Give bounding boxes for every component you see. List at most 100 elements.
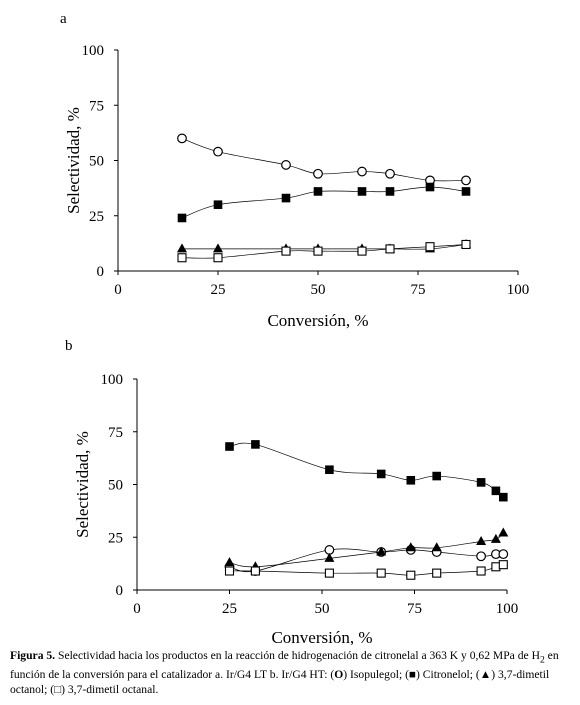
data-point-citronelol — [432, 471, 441, 481]
data-point-citronelol — [251, 440, 260, 449]
x-tick-label: 50 — [311, 282, 326, 298]
data-point-3-7-dimetil-octanal — [406, 570, 416, 580]
caption-text-octanal: ) 3,7-dimetil octanal. — [61, 683, 159, 697]
series-line-3-7-dimetil-octanal — [229, 564, 504, 576]
x-tick-label: 50 — [315, 601, 330, 617]
x-axis-label: Conversión, % — [267, 311, 368, 330]
data-point-citronelol — [177, 213, 187, 223]
y-tick-label: 75 — [108, 425, 123, 441]
x-axis-label: Conversión, % — [271, 628, 372, 645]
data-point-3-7-dimetil-octanal — [177, 253, 187, 263]
data-point-3-7-dimetil-octanal — [432, 568, 442, 578]
data-point-citronelol — [491, 486, 501, 496]
data-point-3-7-dimetil-octanal — [213, 253, 223, 263]
x-tick-label: 0 — [114, 282, 122, 298]
caption-text-citronelol: ) Citronelol; ( — [416, 668, 480, 682]
data-point-citronelol — [499, 492, 508, 502]
x-tick-label: 75 — [407, 601, 422, 617]
data-point-isopulegol — [177, 133, 187, 144]
figure-caption: Figura 5. Selectividad hacia los product… — [10, 648, 575, 697]
caption-open-square-symbol: □ — [54, 683, 62, 697]
y-tick-label: 25 — [108, 530, 123, 546]
data-point-3-7-dimetil-octanol — [431, 542, 442, 552]
caption-subscript: 2 — [539, 654, 545, 666]
data-point-citronelol — [357, 187, 367, 196]
data-point-3-7-dimetil-octanol — [213, 243, 223, 253]
data-point-3-7-dimetil-octanol — [177, 243, 187, 253]
data-point-citronelol — [325, 465, 334, 475]
data-point-3-7-dimetil-octanol — [376, 546, 387, 556]
data-point-isopulegol — [313, 168, 323, 179]
data-point-isopulegol — [357, 166, 367, 177]
panel-label: a — [60, 11, 67, 27]
data-point-citronelol — [225, 442, 234, 451]
data-point-3-7-dimetil-octanol — [324, 552, 335, 562]
y-tick-label: 75 — [89, 98, 104, 114]
data-point-3-7-dimetil-octanal — [313, 246, 323, 256]
data-point-3-7-dimetil-octanal — [491, 562, 501, 572]
data-point-isopulegol — [498, 549, 509, 560]
data-point-isopulegol — [281, 160, 291, 170]
series-line-3-7-dimetil-octanol — [229, 532, 504, 568]
y-tick-label: 100 — [101, 372, 124, 388]
data-point-3-7-dimetil-octanal — [425, 242, 435, 252]
x-tick-label: 25 — [222, 601, 237, 617]
data-point-3-7-dimetil-octanal — [224, 566, 235, 576]
x-tick-label: 100 — [507, 282, 530, 298]
data-point-isopulegol — [461, 175, 471, 186]
series-line-isopulegol — [229, 548, 504, 573]
data-point-3-7-dimetil-octanal — [476, 566, 486, 576]
caption-circle-symbol: O — [334, 668, 344, 682]
data-point-3-7-dimetil-octanol — [405, 542, 416, 552]
caption-triangle-symbol: ▲ — [479, 668, 492, 682]
data-point-3-7-dimetil-octanal — [281, 246, 291, 256]
y-tick-label: 0 — [97, 264, 105, 280]
data-point-3-7-dimetil-octanol — [498, 527, 509, 537]
data-point-3-7-dimetil-octanal — [324, 568, 334, 578]
x-tick-label: 25 — [211, 282, 226, 298]
figure: a 0 25 50 75 100 0 25 50 75 100 Conversión, % Select… — [60, 11, 529, 645]
data-point-3-7-dimetil-octanal — [385, 244, 395, 254]
data-point-3-7-dimetil-octanal — [250, 566, 260, 576]
data-point-isopulegol — [213, 146, 223, 157]
y-tick-label: 25 — [89, 209, 104, 225]
caption-square-symbol: ■ — [408, 668, 416, 682]
x-tick-label: 75 — [411, 282, 426, 298]
data-point-citronelol — [213, 200, 223, 209]
data-point-citronelol — [385, 187, 395, 196]
caption-text-2: en función de la conversión para el cata… — [10, 649, 559, 682]
caption-text-isopulegol: ) Isopulegol; ( — [343, 668, 409, 682]
series-line-citronelol — [229, 442, 504, 498]
y-tick-label: 100 — [82, 43, 105, 59]
panel-label: b — [65, 338, 73, 354]
data-point-citronelol — [281, 193, 291, 203]
data-point-3-7-dimetil-octanal — [498, 560, 508, 570]
series-line-citronelol — [181, 186, 467, 219]
data-point-3-7-dimetil-octanal — [376, 568, 386, 578]
caption-label: Figura 5. — [10, 649, 56, 662]
y-axis-label: Selectividad, % — [73, 431, 92, 538]
y-tick-label: 0 — [116, 583, 124, 599]
data-point-isopulegol — [385, 168, 395, 179]
data-point-3-7-dimetil-octanal — [461, 239, 471, 250]
data-point-citronelol — [313, 187, 323, 196]
data-point-3-7-dimetil-octanol — [224, 557, 235, 567]
x-tick-label: 0 — [133, 601, 141, 617]
x-tick-label: 100 — [496, 601, 519, 617]
chart-panel-a: a 0 25 50 75 100 0 25 50 75 100 Conversión, % Select… — [60, 11, 529, 330]
caption-text-octanol: ) 3,7-dimetil octanol; ( — [10, 668, 550, 697]
data-point-citronelol — [376, 469, 386, 479]
data-point-isopulegol — [476, 551, 487, 562]
caption-text-1: Selectividad hacia los productos en la r… — [55, 649, 540, 662]
y-tick-label: 50 — [89, 154, 104, 170]
chart-panel-b: b 0 25 50 75 100 0 25 50 75 100 Conversión, % Select… — [65, 338, 518, 645]
data-point-citronelol — [425, 182, 435, 192]
y-tick-label: 50 — [108, 478, 123, 494]
data-point-3-7-dimetil-octanol — [490, 533, 501, 543]
data-point-citronelol — [406, 475, 416, 485]
series-line-isopulegol — [181, 138, 467, 182]
data-point-3-7-dimetil-octanol — [476, 535, 487, 545]
data-point-citronelol — [461, 187, 471, 196]
series-line-3-7-dimetil-octanal — [181, 244, 467, 259]
y-axis-label: Selectividad, % — [64, 107, 83, 214]
